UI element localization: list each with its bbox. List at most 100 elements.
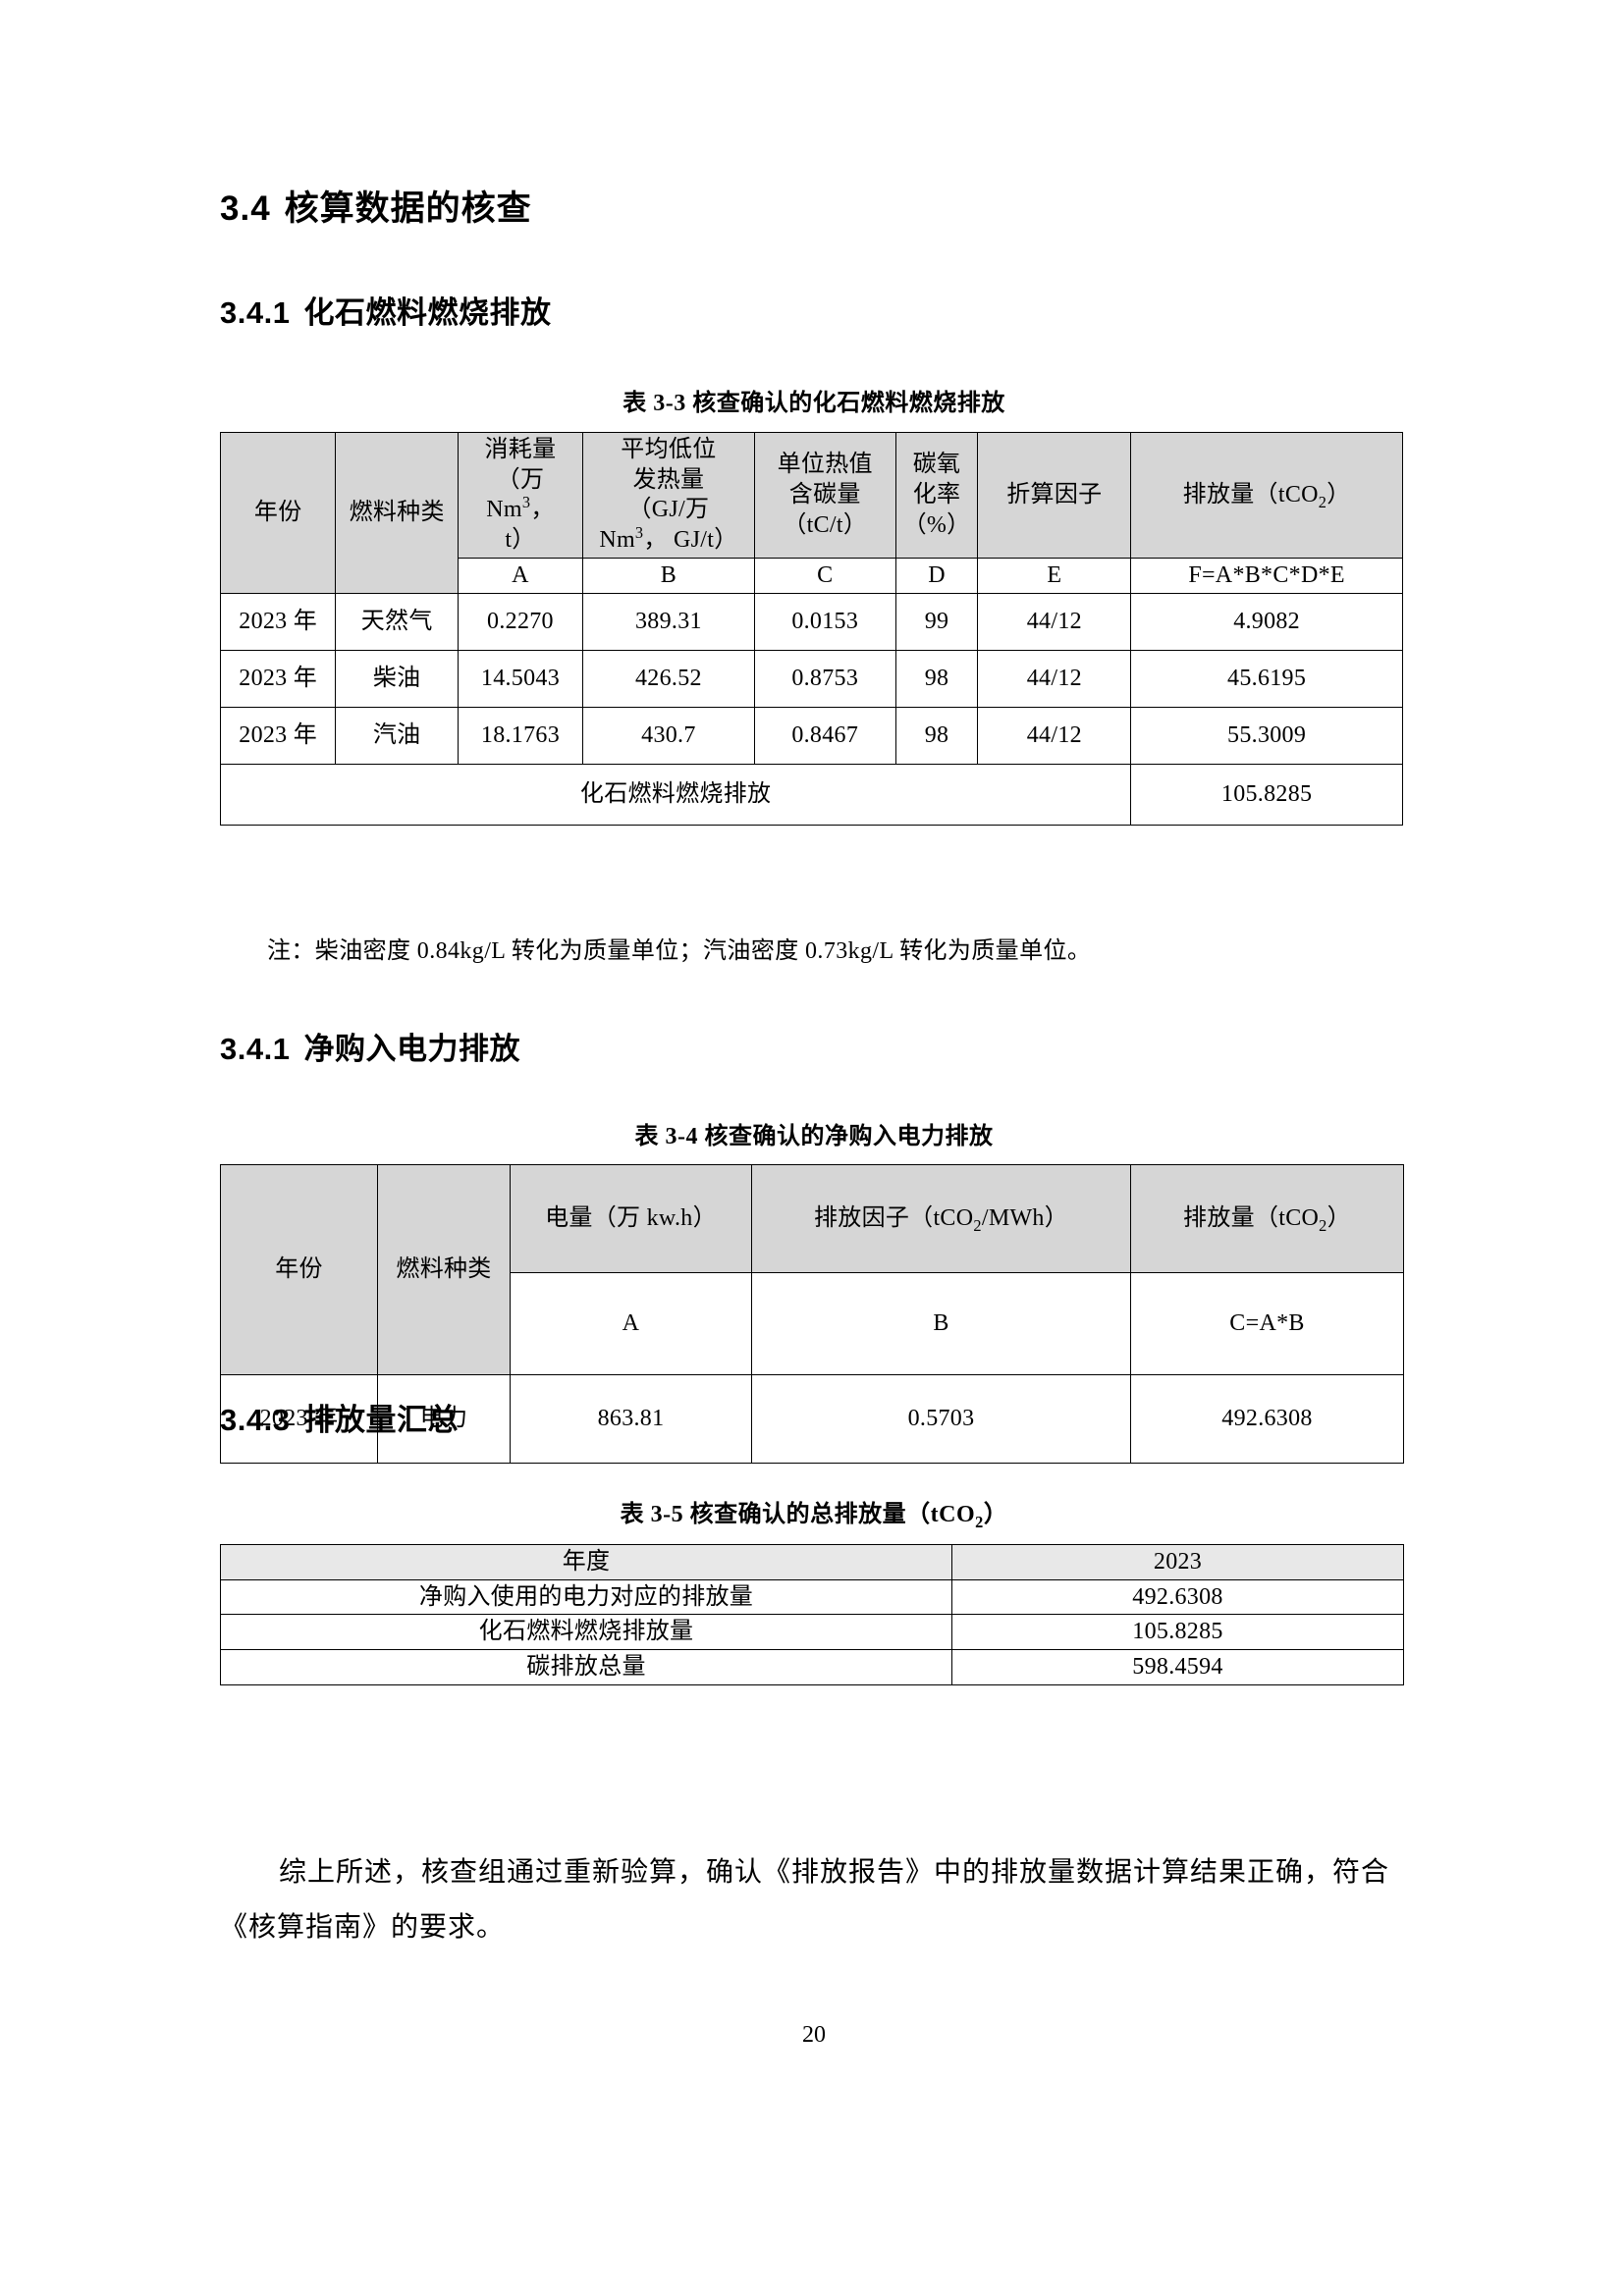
table-3-4: 年份 燃料种类 电量（万 kw.h） 排放因子（tCO2/MWh） 排放量（tC… <box>220 1164 1404 1464</box>
section-heading-3-4-1-power: 3.4.1 净购入电力排放 <box>220 1031 520 1067</box>
section-title-3-4: 核算数据的核查 <box>284 189 532 228</box>
table-row: 碳排放总量 598.4594 <box>220 1649 1404 1685</box>
table-row: 2023 年 天然气 0.2270 389.31 0.0153 99 44/12… <box>219 592 1403 651</box>
table-3-3: 年份 燃料种类 消耗量 （万 Nm3， t） 平均低位 发热量 （GJ/万 Nm… <box>219 432 1403 826</box>
th-emission-factor: 排放因子（tCO2/MWh） <box>751 1164 1131 1273</box>
cell-f: 45.6195 <box>1130 649 1403 708</box>
formula-c: C <box>753 557 896 594</box>
th-ncv-line3: （GJ/万 <box>627 497 710 523</box>
cell-b: 389.31 <box>581 592 755 651</box>
total-value: 105.8285 <box>1130 763 1403 826</box>
th-emission: 排放量（tCO2） <box>1130 1164 1404 1273</box>
th-fuel-type: 燃料种类 <box>377 1164 511 1375</box>
table-3-3-formula-row: A B C D E F=A*B*C*D*E <box>221 557 1403 594</box>
th-emission: 排放量（tCO2） <box>1130 432 1403 559</box>
cell-item: 化石燃料燃烧排放量 <box>220 1614 952 1651</box>
section-heading-3-4-3: 3.4.3 排放量汇总 <box>220 1402 459 1438</box>
formula-e: E <box>977 557 1132 594</box>
th-consumption: 消耗量 （万 Nm3， t） <box>457 432 583 559</box>
formula-f: F=A*B*C*D*E <box>1130 557 1403 594</box>
th-ncv-line1: 平均低位 <box>621 437 717 462</box>
cell-c: 492.6308 <box>1130 1374 1404 1464</box>
cell-f: 4.9082 <box>1130 592 1403 651</box>
cell-item: 净购入使用的电力对应的排放量 <box>220 1578 952 1616</box>
cell-f: 55.3009 <box>1130 706 1403 765</box>
section-title-3-4-1-power: 净购入电力排放 <box>303 1032 520 1066</box>
formula-d: D <box>894 557 979 594</box>
th-year: 年份 <box>219 432 337 594</box>
th-year-value: 2023 <box>951 1544 1404 1580</box>
section-title-3-4-1-fossil: 化石燃料燃烧排放 <box>303 295 552 330</box>
cell-e: 44/12 <box>977 649 1132 708</box>
th-fuel-type: 燃料种类 <box>335 432 459 594</box>
cell-b: 0.5703 <box>751 1374 1131 1464</box>
section-number-3-4-1-power: 3.4.1 <box>220 1032 291 1066</box>
cell-fuel: 柴油 <box>335 649 459 708</box>
table-3-5-header-row: 年度 2023 <box>220 1544 1404 1580</box>
table-3-3-wrap: 年份 燃料种类 消耗量 （万 Nm3， t） 平均低位 发热量 （GJ/万 Nm… <box>219 432 1403 826</box>
cell-value: 492.6308 <box>951 1578 1404 1616</box>
cell-fuel: 电力 <box>377 1374 511 1464</box>
th-oxid-line1: 碳氧 <box>912 452 961 478</box>
th-oxidation-rate: 碳氧 化率 （%） <box>894 432 979 559</box>
cell-a: 0.2270 <box>457 592 583 651</box>
formula-b: B <box>751 1272 1131 1375</box>
table-row: 化石燃料燃烧排放量 105.8285 <box>220 1614 1404 1651</box>
th-oxid-line3: （%） <box>902 511 971 538</box>
formula-a: A <box>510 1272 752 1375</box>
th-carbon-line2: 含碳量 <box>788 482 861 508</box>
section-heading-3-4: 3.4 核算数据的核查 <box>220 188 532 230</box>
th-consumption-line2: （万 Nm3， <box>486 466 555 523</box>
cell-c: 0.0153 <box>753 592 896 651</box>
th-carbon-line1: 单位热值 <box>777 452 873 478</box>
th-ncv-line4: Nm3， GJ/t） <box>599 523 738 554</box>
th-year-label: 年度 <box>220 1544 952 1580</box>
th-ncv: 平均低位 发热量 （GJ/万 Nm3， GJ/t） <box>581 432 755 559</box>
cell-d: 98 <box>894 706 979 765</box>
cell-value: 105.8285 <box>951 1614 1404 1651</box>
cell-fuel: 天然气 <box>335 592 459 651</box>
table-3-4-caption-wrap: 表 3-4 核查确认的净购入电力排放 <box>220 1122 1408 1152</box>
table-row: 2023 年 汽油 18.1763 430.7 0.8467 98 44/12 … <box>219 706 1403 765</box>
cell-item: 碳排放总量 <box>220 1649 952 1685</box>
th-conversion-factor: 折算因子 <box>977 432 1132 559</box>
th-consumption-line1: 消耗量 <box>484 437 557 462</box>
cell-year: 2023 年 <box>219 649 337 708</box>
formula-c: C=A*B <box>1130 1272 1404 1375</box>
total-label: 化石燃料燃烧排放 <box>219 763 1132 826</box>
cell-a: 863.81 <box>510 1374 752 1464</box>
section-number-3-4-3: 3.4.3 <box>220 1403 291 1437</box>
table-3-5-caption: 表 3-5 核查确认的总排放量（tCO2） <box>620 1502 1008 1531</box>
table-3-4-formula-row: A B C=A*B <box>221 1272 1404 1375</box>
table-3-5-wrap: 年度 2023 净购入使用的电力对应的排放量 492.6308 化石燃料燃烧排放… <box>220 1544 1404 1685</box>
th-consumption-line3: t） <box>505 527 536 554</box>
cell-e: 44/12 <box>977 592 1132 651</box>
table-row: 净购入使用的电力对应的排放量 492.6308 <box>220 1578 1404 1616</box>
table-3-3-caption-wrap: 表 3-3 核查确认的化石燃料燃烧排放 <box>220 389 1408 419</box>
table-3-3-note-wrap: 注：柴油密度 0.84kg/L 转化为质量单位；汽油密度 0.73kg/L 转化… <box>220 935 1408 969</box>
cell-year: 2023 年 <box>219 592 337 651</box>
th-electricity: 电量（万 kw.h） <box>510 1164 752 1273</box>
cell-value: 598.4594 <box>951 1649 1404 1685</box>
section-heading-3-4-1-fossil: 3.4.1 化石燃料燃烧排放 <box>220 294 551 331</box>
cell-fuel: 汽油 <box>335 706 459 765</box>
cell-c: 0.8753 <box>753 649 896 708</box>
section-title-3-4-3: 排放量汇总 <box>303 1403 459 1437</box>
table-3-5: 年度 2023 净购入使用的电力对应的排放量 492.6308 化石燃料燃烧排放… <box>220 1544 1404 1685</box>
closing-paragraph: 综上所述，核查组通过重新验算，确认《排放报告》中的排放量数据计算结果正确，符合《… <box>220 1857 1390 1943</box>
table-3-3-total-row: 化石燃料燃烧排放 105.8285 <box>219 763 1403 826</box>
section-number-3-4-1-fossil: 3.4.1 <box>220 295 291 330</box>
cell-e: 44/12 <box>977 706 1132 765</box>
table-3-5-caption-wrap: 表 3-5 核查确认的总排放量（tCO2） <box>220 1500 1408 1530</box>
table-3-3-note: 注：柴油密度 0.84kg/L 转化为质量单位；汽油密度 0.73kg/L 转化… <box>267 938 1092 964</box>
th-carbon-content: 单位热值 含碳量 （tC/t） <box>753 432 896 559</box>
table-3-4-wrap: 年份 燃料种类 电量（万 kw.h） 排放因子（tCO2/MWh） 排放量（tC… <box>220 1164 1404 1464</box>
table-3-4-header-row: 年份 燃料种类 电量（万 kw.h） 排放因子（tCO2/MWh） 排放量（tC… <box>220 1164 1404 1375</box>
table-3-3-header-row: 年份 燃料种类 消耗量 （万 Nm3， t） 平均低位 发热量 （GJ/万 Nm… <box>219 432 1403 594</box>
cell-a: 14.5043 <box>457 649 583 708</box>
table-3-4-caption: 表 3-4 核查确认的净购入电力排放 <box>634 1124 994 1149</box>
page-number: 20 <box>802 2022 826 2048</box>
table-row: 2023 年 柴油 14.5043 426.52 0.8753 98 44/12… <box>219 649 1403 708</box>
cell-d: 98 <box>894 649 979 708</box>
